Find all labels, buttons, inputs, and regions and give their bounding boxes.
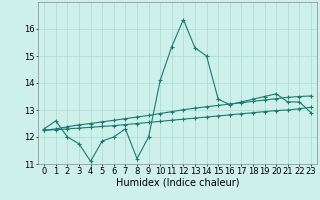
X-axis label: Humidex (Indice chaleur): Humidex (Indice chaleur) <box>116 178 239 188</box>
